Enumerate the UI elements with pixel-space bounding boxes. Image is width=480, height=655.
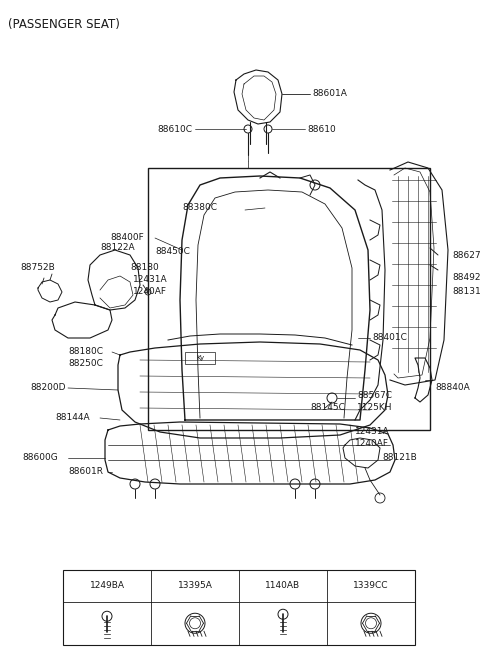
Text: 88567C: 88567C [357, 390, 392, 400]
Bar [148, 168, 430, 430]
Text: (PASSENGER SEAT): (PASSENGER SEAT) [8, 18, 120, 31]
Text: 88121B: 88121B [382, 453, 417, 462]
Bar [185, 352, 215, 364]
Text: 88610: 88610 [307, 124, 336, 134]
Text: 88400F: 88400F [110, 233, 144, 242]
Text: 1240AF: 1240AF [133, 288, 167, 297]
Text: 88180C: 88180C [68, 348, 103, 356]
Text: 1249BA: 1249BA [89, 581, 124, 590]
Text: 88492: 88492 [452, 274, 480, 282]
Text: 88627: 88627 [452, 250, 480, 259]
Text: 88601A: 88601A [312, 90, 347, 98]
Bar [63, 570, 415, 645]
Text: 88840A: 88840A [435, 383, 470, 392]
Text: 12431A: 12431A [133, 276, 168, 284]
Text: 88450C: 88450C [155, 248, 190, 257]
Text: 88752B: 88752B [20, 263, 55, 272]
Text: 13395A: 13395A [178, 581, 213, 590]
Text: 12431A: 12431A [355, 428, 390, 436]
Text: 88601R: 88601R [68, 468, 103, 476]
Text: 88600G: 88600G [22, 453, 58, 462]
Text: 88250C: 88250C [68, 360, 103, 369]
Text: Ky: Ky [196, 355, 204, 361]
Text: 1240AF: 1240AF [355, 440, 389, 449]
Text: 1140AB: 1140AB [265, 581, 300, 590]
Text: 88122A: 88122A [100, 244, 134, 252]
Text: 1339CC: 1339CC [353, 581, 389, 590]
Text: 88380C: 88380C [182, 204, 217, 212]
Text: 88180: 88180 [130, 263, 159, 272]
Text: 88401C: 88401C [372, 333, 407, 343]
Text: 88200D: 88200D [30, 383, 65, 392]
Text: 88610C: 88610C [157, 124, 192, 134]
Text: 1125KH: 1125KH [357, 403, 393, 411]
Text: 88144A: 88144A [55, 413, 90, 422]
Text: 88131C: 88131C [452, 288, 480, 297]
Text: 88145C: 88145C [310, 403, 345, 413]
